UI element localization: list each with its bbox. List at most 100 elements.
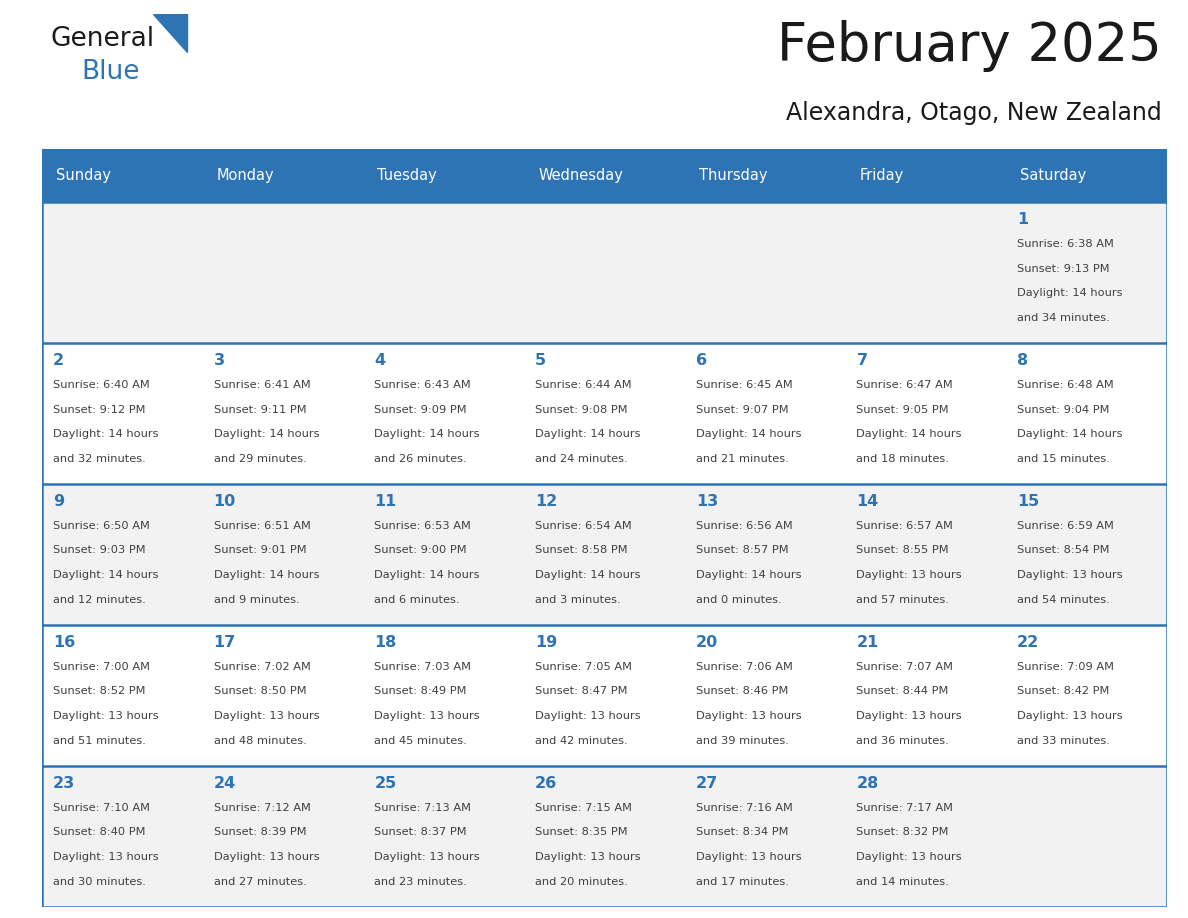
Text: Sunrise: 6:45 AM: Sunrise: 6:45 AM bbox=[696, 380, 792, 390]
Text: Sunrise: 7:15 AM: Sunrise: 7:15 AM bbox=[535, 802, 632, 812]
Text: Sunrise: 6:38 AM: Sunrise: 6:38 AM bbox=[1017, 239, 1114, 249]
Text: Daylight: 14 hours: Daylight: 14 hours bbox=[535, 430, 640, 439]
Text: and 27 minutes.: and 27 minutes. bbox=[214, 877, 307, 887]
Text: Daylight: 14 hours: Daylight: 14 hours bbox=[52, 430, 158, 439]
Text: Alexandra, Otago, New Zealand: Alexandra, Otago, New Zealand bbox=[786, 101, 1162, 125]
Text: 4: 4 bbox=[374, 353, 385, 368]
Text: Sunrise: 7:02 AM: Sunrise: 7:02 AM bbox=[214, 662, 310, 672]
Text: Sunset: 8:39 PM: Sunset: 8:39 PM bbox=[214, 827, 307, 837]
Text: Daylight: 13 hours: Daylight: 13 hours bbox=[374, 711, 480, 721]
Bar bbox=[42, 625, 1167, 766]
Text: Sunrise: 7:12 AM: Sunrise: 7:12 AM bbox=[214, 802, 310, 812]
Text: and 30 minutes.: and 30 minutes. bbox=[52, 877, 146, 887]
Text: Sunrise: 6:41 AM: Sunrise: 6:41 AM bbox=[214, 380, 310, 390]
Text: 24: 24 bbox=[214, 776, 235, 791]
Text: 1: 1 bbox=[1017, 212, 1029, 227]
Text: Sunrise: 7:05 AM: Sunrise: 7:05 AM bbox=[535, 662, 632, 672]
Text: Sunrise: 7:07 AM: Sunrise: 7:07 AM bbox=[857, 662, 954, 672]
Text: and 33 minutes.: and 33 minutes. bbox=[1017, 735, 1110, 745]
Text: Sunset: 8:37 PM: Sunset: 8:37 PM bbox=[374, 827, 467, 837]
Text: Wednesday: Wednesday bbox=[538, 168, 623, 183]
Text: 13: 13 bbox=[696, 494, 718, 509]
Text: 17: 17 bbox=[214, 635, 235, 650]
Text: and 17 minutes.: and 17 minutes. bbox=[696, 877, 789, 887]
Text: 16: 16 bbox=[52, 635, 75, 650]
Text: and 48 minutes.: and 48 minutes. bbox=[214, 735, 307, 745]
Text: Sunrise: 6:48 AM: Sunrise: 6:48 AM bbox=[1017, 380, 1114, 390]
Text: Sunset: 8:46 PM: Sunset: 8:46 PM bbox=[696, 687, 788, 697]
Text: and 6 minutes.: and 6 minutes. bbox=[374, 595, 460, 605]
Text: Daylight: 13 hours: Daylight: 13 hours bbox=[1017, 711, 1123, 721]
Text: Daylight: 13 hours: Daylight: 13 hours bbox=[857, 570, 962, 580]
Text: Sunset: 9:12 PM: Sunset: 9:12 PM bbox=[52, 405, 145, 415]
Text: and 21 minutes.: and 21 minutes. bbox=[696, 453, 789, 464]
Text: Daylight: 13 hours: Daylight: 13 hours bbox=[1017, 570, 1123, 580]
Text: Sunset: 8:54 PM: Sunset: 8:54 PM bbox=[1017, 545, 1110, 555]
Text: 27: 27 bbox=[696, 776, 718, 791]
Bar bbox=[42, 343, 1167, 484]
Text: Sunset: 8:52 PM: Sunset: 8:52 PM bbox=[52, 687, 145, 697]
Text: Sunrise: 7:06 AM: Sunrise: 7:06 AM bbox=[696, 662, 792, 672]
Text: and 36 minutes.: and 36 minutes. bbox=[857, 735, 949, 745]
Text: and 3 minutes.: and 3 minutes. bbox=[535, 595, 620, 605]
Text: Daylight: 14 hours: Daylight: 14 hours bbox=[857, 430, 962, 439]
Text: Daylight: 14 hours: Daylight: 14 hours bbox=[214, 430, 320, 439]
Text: Sunrise: 6:56 AM: Sunrise: 6:56 AM bbox=[696, 521, 792, 531]
Text: Daylight: 13 hours: Daylight: 13 hours bbox=[696, 711, 802, 721]
Text: Tuesday: Tuesday bbox=[378, 168, 437, 183]
Text: Sunrise: 6:59 AM: Sunrise: 6:59 AM bbox=[1017, 521, 1114, 531]
Text: Sunday: Sunday bbox=[56, 168, 110, 183]
Text: Daylight: 14 hours: Daylight: 14 hours bbox=[696, 430, 801, 439]
Text: Sunset: 9:09 PM: Sunset: 9:09 PM bbox=[374, 405, 467, 415]
Text: and 42 minutes.: and 42 minutes. bbox=[535, 735, 627, 745]
Text: 20: 20 bbox=[696, 635, 718, 650]
Text: Sunset: 8:44 PM: Sunset: 8:44 PM bbox=[857, 687, 949, 697]
Text: Sunset: 8:49 PM: Sunset: 8:49 PM bbox=[374, 687, 467, 697]
Text: and 26 minutes.: and 26 minutes. bbox=[374, 453, 467, 464]
Text: Daylight: 14 hours: Daylight: 14 hours bbox=[374, 430, 480, 439]
Text: Sunset: 8:42 PM: Sunset: 8:42 PM bbox=[1017, 687, 1110, 697]
Text: and 12 minutes.: and 12 minutes. bbox=[52, 595, 146, 605]
Text: Sunrise: 6:57 AM: Sunrise: 6:57 AM bbox=[857, 521, 953, 531]
Text: 12: 12 bbox=[535, 494, 557, 509]
Text: Daylight: 14 hours: Daylight: 14 hours bbox=[535, 570, 640, 580]
Text: Sunrise: 7:17 AM: Sunrise: 7:17 AM bbox=[857, 802, 954, 812]
Text: Daylight: 13 hours: Daylight: 13 hours bbox=[857, 711, 962, 721]
Text: and 23 minutes.: and 23 minutes. bbox=[374, 877, 467, 887]
Text: Blue: Blue bbox=[82, 60, 140, 85]
Text: Monday: Monday bbox=[216, 168, 274, 183]
Text: Sunrise: 6:53 AM: Sunrise: 6:53 AM bbox=[374, 521, 472, 531]
Text: and 24 minutes.: and 24 minutes. bbox=[535, 453, 627, 464]
Text: and 9 minutes.: and 9 minutes. bbox=[214, 595, 299, 605]
Text: Daylight: 13 hours: Daylight: 13 hours bbox=[52, 711, 158, 721]
Text: Daylight: 14 hours: Daylight: 14 hours bbox=[374, 570, 480, 580]
Text: and 32 minutes.: and 32 minutes. bbox=[52, 453, 146, 464]
Text: Saturday: Saturday bbox=[1020, 168, 1087, 183]
Text: Daylight: 14 hours: Daylight: 14 hours bbox=[52, 570, 158, 580]
Text: Daylight: 13 hours: Daylight: 13 hours bbox=[214, 711, 320, 721]
Text: Sunset: 9:08 PM: Sunset: 9:08 PM bbox=[535, 405, 627, 415]
Text: Sunrise: 7:03 AM: Sunrise: 7:03 AM bbox=[374, 662, 472, 672]
Text: 25: 25 bbox=[374, 776, 397, 791]
Bar bbox=[42, 149, 1167, 202]
Text: Daylight: 14 hours: Daylight: 14 hours bbox=[1017, 288, 1123, 298]
Text: Thursday: Thursday bbox=[699, 168, 767, 183]
Text: 28: 28 bbox=[857, 776, 879, 791]
Text: Sunrise: 6:40 AM: Sunrise: 6:40 AM bbox=[52, 380, 150, 390]
Text: 21: 21 bbox=[857, 635, 879, 650]
Bar bbox=[42, 766, 1167, 907]
Text: and 39 minutes.: and 39 minutes. bbox=[696, 735, 789, 745]
Text: Sunset: 8:40 PM: Sunset: 8:40 PM bbox=[52, 827, 145, 837]
Text: and 57 minutes.: and 57 minutes. bbox=[857, 595, 949, 605]
Text: and 15 minutes.: and 15 minutes. bbox=[1017, 453, 1110, 464]
Text: February 2025: February 2025 bbox=[777, 20, 1162, 73]
Text: Sunset: 8:50 PM: Sunset: 8:50 PM bbox=[214, 687, 307, 697]
Text: 2: 2 bbox=[52, 353, 64, 368]
Text: 7: 7 bbox=[857, 353, 867, 368]
Text: Sunset: 9:04 PM: Sunset: 9:04 PM bbox=[1017, 405, 1110, 415]
Text: Daylight: 14 hours: Daylight: 14 hours bbox=[214, 570, 320, 580]
Text: and 34 minutes.: and 34 minutes. bbox=[1017, 313, 1110, 323]
Text: and 0 minutes.: and 0 minutes. bbox=[696, 595, 782, 605]
Text: 3: 3 bbox=[214, 353, 225, 368]
Text: and 18 minutes.: and 18 minutes. bbox=[857, 453, 949, 464]
